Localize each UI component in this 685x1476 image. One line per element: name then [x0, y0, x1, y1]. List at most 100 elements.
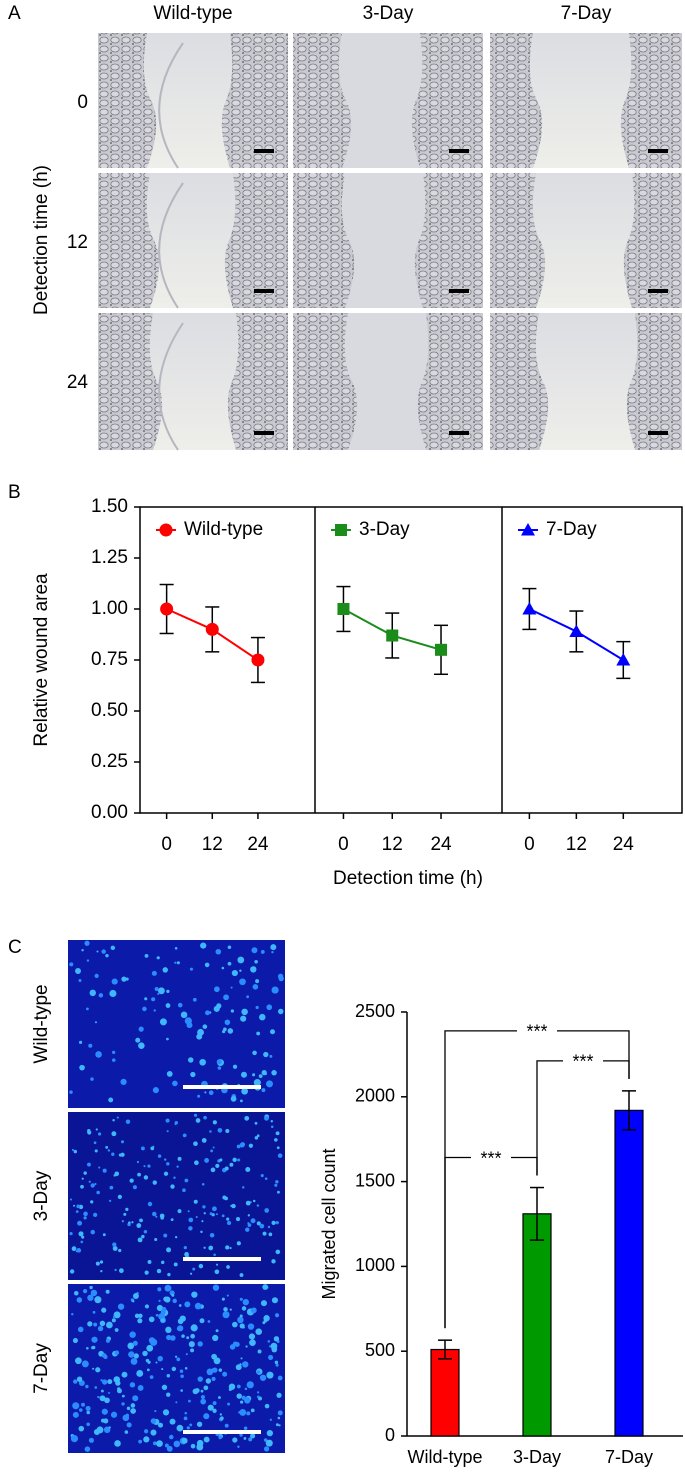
marker [205, 622, 219, 636]
cell-dot [188, 1399, 191, 1403]
y-tick-label: 1500 [355, 1170, 395, 1190]
cell-dot [255, 1328, 263, 1335]
cell-dot [133, 1353, 139, 1359]
y-tick-label: 0.75 [91, 649, 128, 670]
cell-dot [101, 1379, 108, 1385]
cell-dot [101, 1307, 107, 1313]
cell-dot [239, 1297, 243, 1301]
cell-dot [174, 1355, 178, 1358]
cell-sheet [224, 173, 288, 308]
cell-dot [219, 1158, 223, 1162]
cell-dot [173, 1262, 178, 1267]
cell-dot [166, 1071, 173, 1077]
cell-dot [109, 989, 117, 998]
cell-dot [257, 1391, 260, 1394]
cell-dot [154, 1409, 157, 1413]
cell-dot [216, 1003, 222, 1009]
cell-dot [157, 1154, 162, 1158]
cell-dot [159, 1018, 167, 1026]
cell-dot [78, 1231, 84, 1237]
cell-dot [136, 1223, 142, 1228]
cell-dot [194, 1302, 202, 1310]
cell-dot [94, 1021, 97, 1024]
legend-label: Wild-type [184, 519, 263, 540]
cell-dot [181, 1334, 185, 1338]
cell-dot [235, 1217, 241, 1222]
cell-dot [271, 986, 279, 994]
cell-dot [237, 1445, 240, 1448]
cell-dot [180, 1389, 183, 1392]
cell-dot [93, 1141, 97, 1145]
cell-dot [143, 1229, 148, 1234]
significance-label: *** [526, 1022, 547, 1042]
cell-dot [93, 1322, 98, 1327]
marker [616, 653, 631, 666]
cell-dot [235, 1364, 242, 1371]
cell-sheet [417, 313, 483, 450]
cell-dot [177, 1209, 182, 1214]
cell-dot [190, 1324, 198, 1332]
cell-dot [214, 986, 220, 993]
cell-dot [111, 1318, 116, 1323]
cell-dot [121, 1402, 125, 1406]
cell-dot [143, 1175, 149, 1180]
cell-dot [216, 1059, 222, 1065]
cell-dot [144, 997, 148, 1001]
cell-dot [254, 1136, 259, 1140]
significance-label: *** [572, 1052, 593, 1072]
cell-dot [266, 1429, 273, 1437]
cell-dot [96, 950, 99, 953]
cell-dot [257, 1349, 262, 1354]
cell-dot [253, 1078, 261, 1087]
cell-dot [86, 1410, 90, 1415]
cell-dot [232, 1064, 238, 1069]
x-tick-label: 0 [524, 834, 535, 855]
cell-dot [222, 1371, 228, 1377]
cell-dot [101, 949, 106, 954]
cell-dot [192, 997, 197, 1002]
cell-dot [245, 1345, 248, 1348]
cell-dot [275, 1423, 279, 1427]
cell-dot [138, 1042, 145, 1049]
cell-dot [208, 1090, 214, 1096]
cell-dot [71, 1246, 77, 1252]
cell-dot [277, 1375, 283, 1381]
row-label: Wild-type [31, 984, 52, 1063]
cell-sheet [623, 173, 682, 308]
cell-dot [83, 1211, 88, 1217]
y-tick-label: 2000 [355, 1086, 395, 1106]
cell-dot [155, 1313, 159, 1317]
cell-dot [107, 1149, 111, 1152]
significance-label: *** [480, 1148, 501, 1168]
row-label: 24 [67, 372, 89, 393]
cell-sheet [626, 313, 682, 450]
cell-dot [154, 1237, 158, 1242]
cell-dot [263, 1319, 267, 1323]
cell-dot [170, 1335, 176, 1341]
cell-dot [263, 1446, 270, 1452]
x-tick-label: 12 [566, 834, 587, 855]
cell-dot [115, 1380, 121, 1386]
cell-dot [186, 1336, 190, 1340]
scale-bar [254, 289, 274, 293]
cell-dot [277, 1410, 283, 1416]
cell-dot [107, 1391, 110, 1394]
cell-dot [215, 1329, 219, 1333]
cell-dot [114, 1328, 119, 1332]
cell-dot [190, 1333, 195, 1339]
cell-dot [86, 1007, 89, 1011]
cell-dot [124, 1430, 129, 1434]
cell-dot [89, 989, 96, 997]
cell-dot [236, 1393, 242, 1399]
cell-dot [190, 1348, 195, 1353]
cell-dot [259, 1013, 266, 1021]
cell-dot [176, 1357, 181, 1362]
cell-dot [212, 1120, 217, 1125]
cell-dot [242, 1298, 249, 1306]
cell-dot [261, 1088, 266, 1093]
cell-sheet [98, 33, 157, 168]
cell-dot [204, 962, 210, 968]
cell-dot [226, 1220, 232, 1226]
cell-dot [236, 1241, 241, 1246]
cell-dot [223, 1307, 228, 1312]
